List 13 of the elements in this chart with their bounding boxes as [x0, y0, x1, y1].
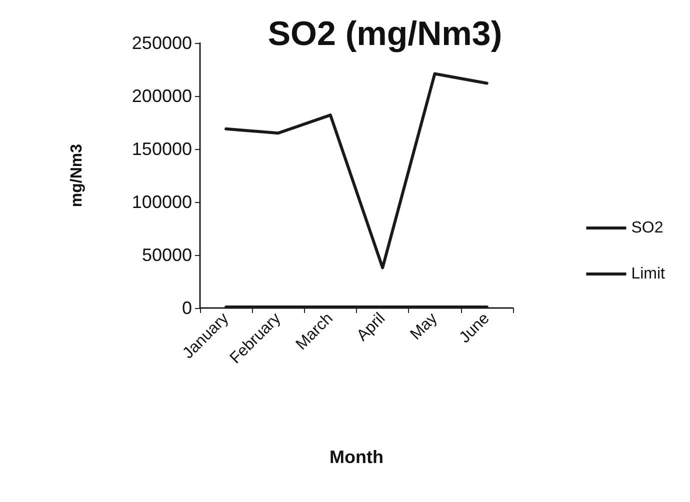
- y-tick-label: 50000: [142, 245, 192, 265]
- x-axis-title: Month: [330, 447, 384, 467]
- legend-label: SO2: [631, 220, 664, 236]
- y-axis-title: mg/Nm3: [68, 144, 86, 208]
- y-tick-label: 250000: [132, 33, 192, 53]
- legend-label: Limit: [631, 266, 666, 282]
- line-series: [224, 72, 488, 270]
- y-tick-label: 150000: [132, 139, 192, 159]
- y-tick-label: 200000: [132, 86, 192, 106]
- y-tick-label: 100000: [132, 192, 192, 212]
- y-tick-label: 0: [182, 298, 192, 318]
- chart-title: SO2 (mg/Nm3): [268, 15, 502, 53]
- x-tick-label: May: [407, 310, 441, 344]
